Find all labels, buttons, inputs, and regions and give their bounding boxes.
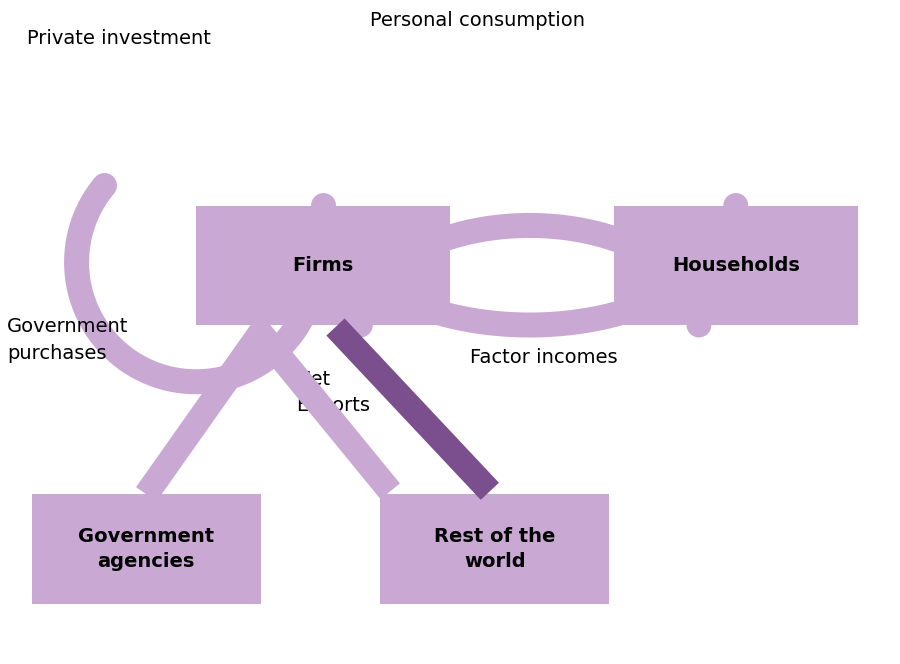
Text: Rest of the
world: Rest of the world (434, 527, 555, 571)
Text: Personal consumption: Personal consumption (370, 11, 585, 31)
FancyBboxPatch shape (615, 206, 859, 325)
FancyBboxPatch shape (381, 494, 609, 604)
FancyBboxPatch shape (196, 206, 450, 325)
Text: Government
purchases: Government purchases (7, 317, 128, 363)
Text: Factor incomes: Factor incomes (470, 349, 617, 367)
Text: Households: Households (672, 256, 800, 275)
FancyBboxPatch shape (32, 494, 261, 604)
Text: Government
agencies: Government agencies (78, 527, 214, 571)
Text: Firms: Firms (292, 256, 354, 275)
Text: Net
Exports: Net Exports (295, 370, 370, 416)
Text: Private investment: Private investment (27, 29, 211, 48)
